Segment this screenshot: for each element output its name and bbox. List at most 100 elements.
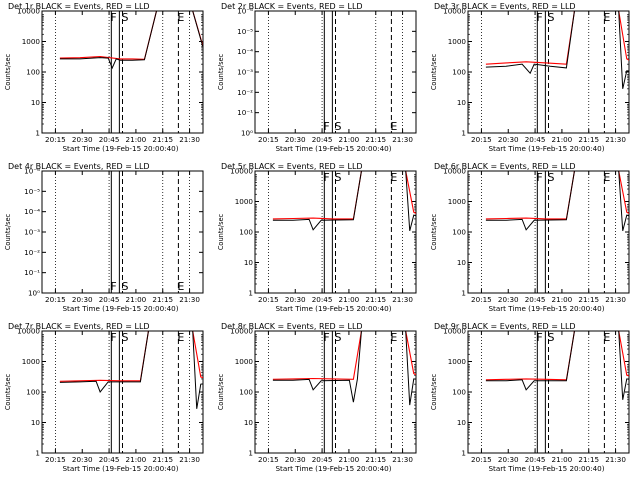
- x-tick-label: 20:45: [99, 455, 120, 464]
- y-axis-label: Counts/sec: [4, 213, 12, 250]
- event-marker-label: S: [548, 11, 555, 24]
- x-tick-label: 21:15: [365, 455, 386, 464]
- event-marker-label: S: [335, 171, 342, 184]
- x-tick-label: 21:00: [552, 295, 573, 304]
- lld-series-line: [59, 11, 203, 60]
- series-group: [272, 331, 416, 406]
- event-marker-label: E: [603, 331, 610, 344]
- x-axis-ticks: 20:15 20:30 20:45 21:00 21:15 21:30: [471, 171, 626, 304]
- y-axis-ticks: 1 10 100 1000 10000: [443, 167, 629, 298]
- dotted-gridlines: [55, 11, 190, 133]
- x-axis-ticks: 20:15 20:30 20:45 21:00 21:15 21:30: [471, 331, 626, 464]
- x-tick-label: 20:15: [45, 295, 66, 304]
- x-axis-label: Start Time (19-Feb-15 20:00:40): [62, 304, 178, 313]
- events-series-line: [59, 331, 203, 409]
- y-tick-label: 10: [457, 418, 467, 427]
- lld-series-line: [59, 331, 203, 382]
- event-marker-label: S: [548, 171, 555, 184]
- x-axis-label: Start Time (19-Feb-15 20:00:40): [62, 144, 178, 153]
- y-tick-label: 1: [35, 129, 40, 138]
- x-tick-label: 20:30: [285, 455, 306, 464]
- x-tick-label: 21:15: [152, 135, 173, 144]
- y-tick-label: 10⁻³: [237, 68, 253, 77]
- y-tick-label: 1000: [448, 357, 467, 366]
- event-marker-label: F: [110, 280, 116, 293]
- x-axis-ticks: 20:15 20:30 20:45 21:00 21:15 21:30: [258, 331, 413, 464]
- events-series-line: [485, 171, 629, 231]
- event-marker-label: S: [122, 11, 129, 24]
- events-series-line: [485, 11, 629, 89]
- x-axis-label: Start Time (19-Feb-15 20:00:40): [488, 304, 604, 313]
- x-tick-label: 21:30: [605, 455, 626, 464]
- x-axis-label: Start Time (19-Feb-15 20:00:40): [488, 144, 604, 153]
- series-group: [485, 11, 629, 89]
- event-marker-label: F: [536, 171, 542, 184]
- y-tick-label: 100: [452, 228, 466, 237]
- y-axis-ticks: 1 10 100 1000 10000: [17, 327, 203, 458]
- y-axis-ticks: 10⁰ 10⁻¹ 10⁻² 10⁻³ 10⁻⁴ 10⁻⁵ 10⁻⁶: [24, 167, 203, 298]
- x-tick-label: 20:30: [285, 295, 306, 304]
- y-tick-label: 10: [31, 418, 41, 427]
- events-series-line: [59, 11, 203, 70]
- x-tick-label: 20:30: [498, 455, 519, 464]
- y-tick-label: 10⁰: [241, 129, 253, 138]
- panel-title: Det 6r BLACK = Events, RED = LLD: [434, 162, 576, 171]
- event-marker-label: S: [335, 331, 342, 344]
- event-marker-label: E: [390, 331, 397, 344]
- event-marker-label: F: [323, 171, 329, 184]
- y-tick-label: 1000: [448, 37, 467, 46]
- y-axis-label: Counts/sec: [217, 213, 225, 250]
- y-tick-label: 10⁻⁴: [24, 207, 40, 216]
- y-tick-label: 10⁰: [28, 289, 40, 298]
- x-tick-label: 21:30: [392, 135, 413, 144]
- x-tick-label: 21:00: [552, 135, 573, 144]
- event-marker-label: S: [122, 280, 129, 293]
- panel-title: Det 9r BLACK = Events, RED = LLD: [434, 322, 576, 331]
- x-tick-label: 21:15: [365, 295, 386, 304]
- y-tick-label: 10⁻⁵: [24, 187, 40, 196]
- y-tick-label: 100: [239, 388, 253, 397]
- event-marker-label: E: [390, 171, 397, 184]
- dotted-gridlines: [55, 331, 190, 453]
- events-series-line: [272, 331, 416, 406]
- y-tick-label: 1: [461, 289, 466, 298]
- x-axis-ticks: 20:15 20:30 20:45 21:00 21:15 21:30: [45, 11, 200, 144]
- x-tick-label: 21:30: [605, 135, 626, 144]
- event-marker-label: S: [122, 331, 129, 344]
- y-tick-label: 10⁻¹: [237, 108, 253, 117]
- y-axis-label: Counts/sec: [430, 373, 438, 410]
- event-marker-label: F: [536, 11, 542, 24]
- events-series-line: [485, 331, 629, 400]
- panel-title: Det 8r BLACK = Events, RED = LLD: [221, 322, 363, 331]
- y-tick-label: 10⁻³: [24, 228, 40, 237]
- x-axis-label: Start Time (19-Feb-15 20:00:40): [62, 464, 178, 473]
- x-tick-label: 20:15: [45, 135, 66, 144]
- lld-series-line: [485, 11, 629, 65]
- y-tick-label: 1000: [235, 357, 254, 366]
- x-tick-label: 21:15: [152, 295, 173, 304]
- y-axis-ticks: 10⁰ 10⁻¹ 10⁻² 10⁻³ 10⁻⁴ 10⁻⁵ 10⁻⁶: [237, 7, 416, 138]
- y-tick-label: 1: [248, 289, 253, 298]
- dotted-gridlines: [481, 331, 616, 453]
- lld-series-line: [485, 171, 629, 220]
- y-axis-label: Counts/sec: [217, 373, 225, 410]
- x-tick-label: 20:30: [285, 135, 306, 144]
- y-tick-label: 10: [457, 258, 467, 267]
- event-marker-label: F: [110, 11, 116, 24]
- x-tick-label: 20:15: [258, 295, 279, 304]
- event-marker-label: F: [110, 331, 116, 344]
- y-tick-label: 100: [452, 388, 466, 397]
- y-axis-label: Counts/sec: [4, 373, 12, 410]
- events-series-line: [272, 171, 416, 231]
- y-tick-label: 10⁻⁴: [237, 47, 253, 56]
- x-tick-label: 20:15: [258, 455, 279, 464]
